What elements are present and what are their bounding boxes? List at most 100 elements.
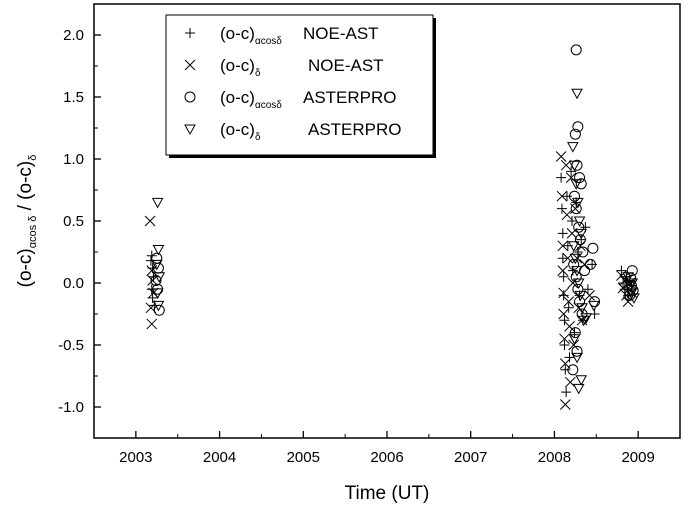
data-point [567,364,579,376]
data-point [574,296,586,308]
data-point [575,375,588,386]
data-point [561,209,573,221]
data-point [567,277,579,289]
series-plus [145,166,637,398]
legend-label: (o-c)δ NOE-AST [220,56,384,79]
data-point [564,352,575,363]
x-tick-label: 2006 [370,449,403,466]
data-point [580,313,593,324]
data-point [569,327,580,338]
y-tick-label: -1.0 [58,399,84,416]
series-circle [150,44,639,376]
data-point [557,265,569,276]
data-point [565,172,577,183]
x-tick-label: 2003 [119,449,152,466]
data-point [567,241,580,252]
y-tick-label: 1.5 [63,89,84,106]
data-point [584,290,595,301]
data-point [570,271,582,283]
data-point [574,172,586,184]
data-point [555,151,567,162]
data-point [559,340,570,350]
data-point [563,296,575,307]
y-axis-label: (o-c)αcos δ / (o-c)δ [15,155,39,288]
data-point [153,304,165,316]
axis-ticks: 2003 2004 2005 2006 2007 2008 2009 -1.0 -0.5 0.0 0… [58,3,681,466]
data-point [150,259,163,271]
data-point [152,300,165,312]
x-axis-label: Time (UT) [345,483,430,504]
data-point [566,228,578,239]
data-point [572,278,585,290]
legend-label: (o-c)αcosδ NOE-AST [220,24,379,47]
data-point [153,272,166,283]
data-point [572,121,584,133]
data-point [147,275,158,286]
data-point [623,280,636,292]
data-point [571,345,583,357]
data-point [561,387,572,398]
data-point [570,179,583,190]
data-point [573,221,585,233]
data-point [569,128,581,140]
legend-label: (o-c)αcosδ ASTERPRO [220,88,397,111]
data-point [619,275,631,286]
x-tick-label: 2008 [538,449,571,466]
legend-marker [184,59,196,71]
legend-box [165,14,434,156]
data-point [575,178,587,190]
plot-frame [93,3,681,439]
data-point [152,245,165,256]
data-point [577,246,589,258]
data-point [151,252,163,264]
data-point [616,270,627,281]
data-point [575,228,588,240]
data-point [568,339,580,351]
data-point [587,242,599,254]
data-point [561,191,572,202]
data-point [582,284,593,295]
data-point [587,300,600,312]
x-tick-label: 2005 [287,449,320,466]
data-point [622,272,634,283]
data-point [147,292,158,303]
data-point [151,288,164,299]
data-point [566,166,577,177]
legend-marker [184,91,196,103]
y-tick-label: 0.5 [63,213,84,230]
data-point [572,283,584,295]
data-marks [144,44,640,410]
data-point [558,290,569,301]
data-point [566,142,579,153]
data-point [558,308,569,320]
legend-entry: (o-c)δ ASTERPRO [184,120,402,143]
data-point [577,315,590,327]
series-triangle-down [150,88,640,395]
data-point [628,293,640,304]
data-point [564,321,575,332]
x-tick-label: 2007 [454,449,487,466]
legend-marker [184,124,196,136]
data-point [558,287,569,299]
data-point [569,327,581,339]
data-point [568,160,581,172]
y-tick-label: 0.0 [63,275,84,292]
data-point [560,364,571,375]
data-point [572,197,584,209]
data-point [557,240,569,252]
data-point [621,290,632,301]
data-point [559,315,570,326]
legend-entry: (o-c)αcosδ NOE-AST [185,24,379,47]
data-point [564,376,576,388]
y-tick-label: 2.0 [63,27,84,44]
x-tick-label: 2004 [203,449,236,466]
legend-entry: (o-c)δ NOE-AST [184,56,384,79]
data-point [558,271,569,282]
data-point [616,265,627,276]
data-point [563,302,574,313]
data-point [626,278,639,290]
data-point [144,215,156,227]
data-point [626,265,638,277]
data-point [556,190,568,202]
legend-marker [185,28,195,38]
